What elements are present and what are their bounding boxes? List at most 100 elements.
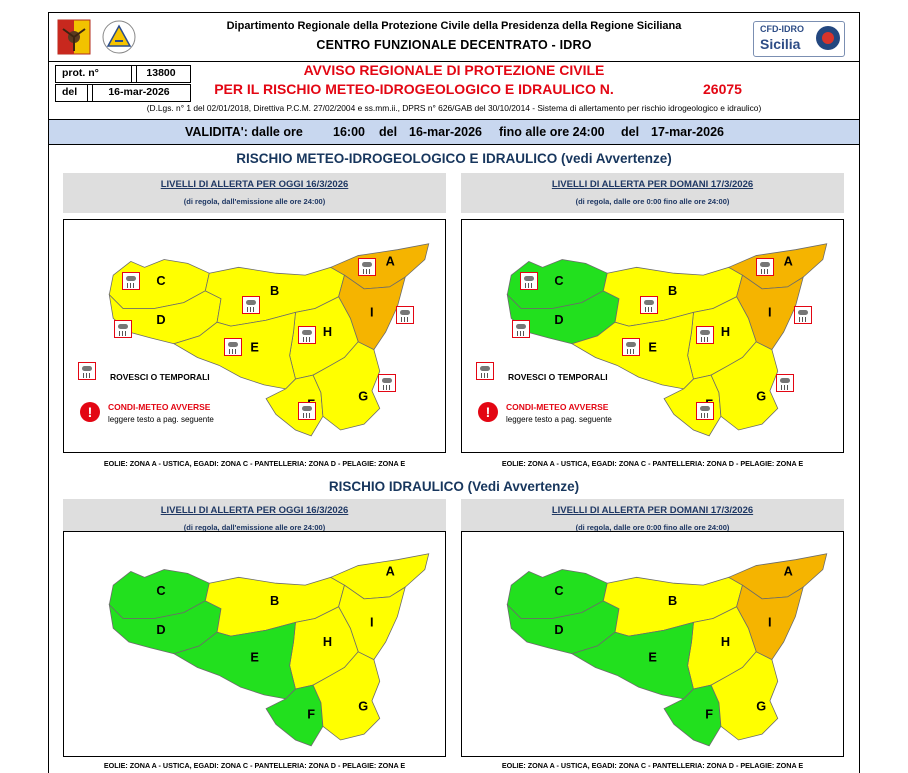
storm-icon (396, 306, 414, 324)
alert-document: Dipartimento Regionale della Protezione … (48, 12, 860, 773)
meteo-section-title: RISCHIO METEO-IDROGEOLOGICO E IDRAULICO … (236, 151, 672, 166)
zone-label-d: D (554, 312, 563, 327)
zone-g (710, 651, 779, 741)
storm-icon (298, 326, 316, 344)
zone-label-i: I (370, 614, 374, 629)
zone-e (570, 621, 694, 700)
storm-icon (224, 338, 242, 356)
zone-label-d: D (156, 622, 165, 637)
meteo-today-sub: (di regola, dall'emissione alle ore 24:0… (183, 197, 326, 206)
zone-label-b: B (270, 593, 279, 608)
zone-label-d: D (156, 312, 165, 327)
zone-label-g: G (756, 699, 766, 714)
storm-icon (122, 272, 140, 290)
zone-label-c: C (156, 273, 165, 288)
storm-icon (776, 374, 794, 392)
cfd-logo-line2: Sicilia (760, 36, 801, 52)
zone-label-a: A (784, 563, 793, 578)
zone-label-g: G (756, 389, 766, 404)
legend-storm-icon (476, 362, 494, 380)
storm-icon (756, 258, 774, 276)
storm-icon (640, 296, 658, 314)
meteo-tomorrow-islands-note: EOLIE: ZONA A - USTICA, EGADI: ZONA C - … (501, 459, 804, 468)
notice-title: AVVISO REGIONALE DI PROTEZIONE CIVILE (303, 62, 605, 78)
idraulico-today-map: A B C D E F G H I (63, 531, 446, 757)
zone-label-a: A (386, 563, 395, 578)
notice-subtitle: PER IL RISCHIO METEO-IDROGEOLOGICO E IDR… (214, 81, 614, 97)
department-name: Dipartimento Regionale della Protezione … (226, 20, 682, 32)
zone-label-e: E (648, 650, 657, 665)
exclamation-icon: ! (478, 402, 498, 422)
idraulico-tomorrow-islands-note: EOLIE: ZONA A - USTICA, EGADI: ZONA C - … (501, 761, 804, 770)
prot-value-cell: 13800 (131, 65, 191, 83)
zone-label-g: G (358, 699, 368, 714)
del-label: del (62, 86, 78, 98)
zone-label-c: C (554, 583, 563, 598)
idraulico-tomorrow-map: A B C D E F G H I (461, 531, 844, 757)
zone-f (663, 684, 722, 747)
cfd-idro-logo: CFD-IDRO Sicilia (753, 21, 845, 57)
prot-label-cell: prot. n° (55, 65, 137, 83)
del-value: 16-mar-2026 (108, 86, 170, 98)
civil-protection-logo (102, 20, 136, 54)
meteo-today-islands-note: EOLIE: ZONA A - USTICA, EGADI: ZONA C - … (103, 459, 406, 468)
idraulico-section-title: RISCHIO IDRAULICO (Vedi Avvertenze) (328, 479, 580, 494)
sicily-region-logo (57, 19, 91, 55)
zone-label-a: A (784, 253, 793, 268)
zone-f (265, 374, 324, 437)
notice-number: 26075 (703, 81, 742, 97)
storm-icon (358, 258, 376, 276)
idraulico-tomorrow-title: LIVELLI DI ALLERTA PER DOMANI 17/3/2026 (551, 505, 754, 516)
validity-band: VALIDITA': dalle ore 16:00 del 16-mar-20… (49, 119, 859, 145)
zone-g (312, 341, 381, 431)
del-value-cell: 16-mar-2026 (87, 84, 191, 102)
validity-until: fino alle ore 24:00 (499, 125, 605, 139)
zone-g (312, 651, 381, 741)
zone-label-b: B (668, 593, 677, 608)
prot-value: 13800 (146, 67, 176, 79)
legend-storm-icon (78, 362, 96, 380)
zone-label-g: G (358, 389, 368, 404)
zone-g (710, 341, 779, 431)
validity-to-date: 17-mar-2026 (651, 125, 724, 139)
idraulico-today-sub: (di regola, dall'emissione alle ore 24:0… (183, 523, 326, 532)
storm-icon (512, 320, 530, 338)
storm-icon (114, 320, 132, 338)
idraulico-tomorrow-sub: (di regola, dalle ore 0:00 fino alle ore… (575, 523, 730, 532)
validity-from-time: 16:00 (333, 125, 365, 139)
idraulico_tomorrow-sicily-svg: A B C D E F G H I (506, 553, 828, 747)
zone-label-h: H (323, 324, 332, 339)
meteo-today-map: ABCDEFGHIROVESCI O TEMPORALI!CONDI-METEO… (63, 219, 446, 453)
storm-icon (794, 306, 812, 324)
meteo-tomorrow-sub: (di regola, dalle ore 0:00 fino alle ore… (575, 197, 730, 206)
meteo-today-title: LIVELLI DI ALLERTA PER OGGI 16/3/2026 (160, 179, 349, 190)
zone-label-f: F (307, 706, 315, 721)
prot-label: prot. n° (62, 67, 99, 79)
zone-e (172, 621, 296, 700)
exclamation-icon: ! (80, 402, 100, 422)
zone-label-h: H (721, 324, 730, 339)
meteo-tomorrow-map: ABCDEFGHIROVESCI O TEMPORALI!CONDI-METEO… (461, 219, 844, 453)
storm-icon (242, 296, 260, 314)
zone-label-i: I (768, 304, 772, 319)
legend-adverse-sub: leggere testo a pag. seguente (108, 415, 214, 424)
idraulico-today-islands-note: EOLIE: ZONA A - USTICA, EGADI: ZONA C - … (103, 761, 406, 770)
zone-label-d: D (554, 622, 563, 637)
validity-from-date: 16-mar-2026 (409, 125, 482, 139)
idraulico_today-sicily-svg: A B C D E F G H I (108, 553, 430, 747)
storm-icon (622, 338, 640, 356)
zone-label-e: E (648, 340, 657, 355)
storm-icon (696, 326, 714, 344)
zone-label-c: C (554, 273, 563, 288)
storm-icon (520, 272, 538, 290)
idraulico-today-title: LIVELLI DI ALLERTA PER OGGI 16/3/2026 (160, 505, 349, 516)
del-label-cell: del (55, 84, 93, 102)
zone-label-b: B (270, 283, 279, 298)
zone-label-h: H (721, 634, 730, 649)
center-name: CENTRO FUNZIONALE DECENTRATO - IDRO (316, 38, 592, 52)
validity-label: VALIDITA': dalle ore (185, 125, 303, 139)
meteo-tomorrow-title: LIVELLI DI ALLERTA PER DOMANI 17/3/2026 (551, 179, 754, 190)
zone-label-h: H (323, 634, 332, 649)
